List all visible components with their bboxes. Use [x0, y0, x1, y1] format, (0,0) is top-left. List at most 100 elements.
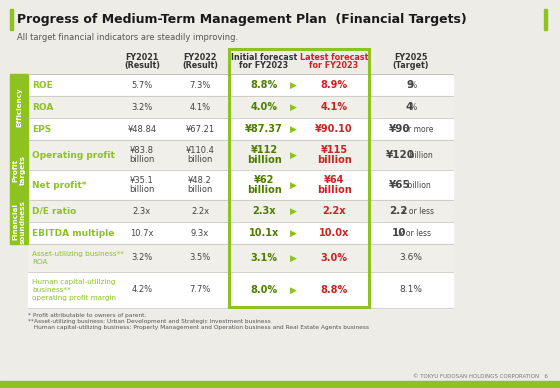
Text: Asset-utilizing business**: Asset-utilizing business**: [32, 251, 124, 257]
Text: D/E ratio: D/E ratio: [32, 206, 76, 215]
Text: ¥110.4: ¥110.4: [185, 146, 214, 155]
Bar: [0, 381, 560, 388]
Text: ¥64: ¥64: [324, 175, 344, 185]
Text: %: %: [409, 80, 417, 90]
Text: 10.7x: 10.7x: [130, 229, 154, 237]
Text: billion: billion: [316, 185, 351, 195]
Text: ¥67.21: ¥67.21: [185, 125, 214, 133]
Text: 10.1x: 10.1x: [249, 228, 279, 238]
Text: billion: billion: [187, 155, 213, 164]
Text: business**: business**: [32, 287, 71, 293]
Text: 7.3%: 7.3%: [189, 80, 211, 90]
Bar: [28, 48, 453, 74]
Text: * Profit attributable to owners of parent.: * Profit attributable to owners of paren…: [28, 313, 146, 318]
Text: 3.5%: 3.5%: [189, 253, 211, 263]
Text: FY2022: FY2022: [183, 53, 217, 62]
Text: billion: billion: [246, 185, 281, 195]
Text: 3.2%: 3.2%: [132, 102, 153, 111]
Text: ▶: ▶: [290, 253, 296, 263]
Text: billion: billion: [187, 185, 213, 194]
Text: ▶: ▶: [290, 206, 296, 215]
Text: 2.2x: 2.2x: [191, 206, 209, 215]
Text: 4.0%: 4.0%: [250, 102, 278, 112]
Text: billion: billion: [405, 180, 431, 189]
Text: 3.0%: 3.0%: [320, 253, 348, 263]
Bar: [28, 170, 453, 200]
Text: (Result): (Result): [182, 61, 218, 70]
Text: 8.9%: 8.9%: [320, 80, 348, 90]
Text: 8.1%: 8.1%: [399, 286, 422, 294]
Bar: [10, 200, 28, 244]
Text: 8.8%: 8.8%: [320, 285, 348, 295]
Text: (Result): (Result): [124, 61, 160, 70]
Text: ¥62: ¥62: [254, 175, 274, 185]
Text: ¥87.37: ¥87.37: [245, 124, 283, 134]
Bar: [28, 272, 453, 308]
Text: billion: billion: [316, 155, 351, 165]
Text: ¥112: ¥112: [250, 145, 278, 155]
Text: ¥48.84: ¥48.84: [128, 125, 157, 133]
Text: FY2021: FY2021: [125, 53, 158, 62]
Text: 9.3x: 9.3x: [191, 229, 209, 237]
Text: ¥35.1: ¥35.1: [130, 176, 154, 185]
Text: 3.6%: 3.6%: [399, 253, 422, 263]
Bar: [10, 74, 28, 140]
Bar: [229, 49, 369, 307]
Bar: [28, 222, 453, 244]
Text: Initial forecast: Initial forecast: [231, 53, 297, 62]
Bar: [10, 9, 13, 30]
Bar: [28, 96, 453, 118]
Text: ▶: ▶: [290, 102, 296, 111]
Text: ¥65: ¥65: [389, 180, 411, 190]
Text: © TOKYU FUDOSAN HOLDINGS CORPORATION   6: © TOKYU FUDOSAN HOLDINGS CORPORATION 6: [413, 374, 548, 379]
Bar: [28, 118, 453, 140]
Text: 4: 4: [406, 102, 413, 112]
Text: 2.2: 2.2: [389, 206, 408, 216]
Text: billion: billion: [407, 151, 432, 159]
Text: x or less: x or less: [399, 229, 431, 237]
Bar: [28, 200, 453, 222]
Bar: [28, 244, 453, 272]
Text: operating profit margin: operating profit margin: [32, 294, 116, 301]
Text: Human capital-utilizing business: Property Management and Operation business and: Human capital-utilizing business: Proper…: [28, 325, 369, 330]
Text: ¥120: ¥120: [385, 150, 414, 160]
Text: for FY2023: for FY2023: [240, 61, 288, 70]
Text: or more: or more: [402, 125, 433, 133]
Text: Net profit*: Net profit*: [32, 180, 86, 189]
Text: 5.7%: 5.7%: [132, 80, 153, 90]
Text: Progress of Medium-Term Management Plan  (Financial Targets): Progress of Medium-Term Management Plan …: [17, 14, 466, 26]
Text: Operating profit: Operating profit: [32, 151, 115, 159]
Text: 2.3x: 2.3x: [252, 206, 276, 216]
Text: ▶: ▶: [290, 286, 296, 294]
Text: 3.2%: 3.2%: [132, 253, 153, 263]
Text: 2.3x: 2.3x: [133, 206, 151, 215]
Text: 4.2%: 4.2%: [132, 286, 152, 294]
Text: Profit
targets: Profit targets: [12, 155, 26, 185]
Bar: [10, 140, 28, 200]
Text: ¥115: ¥115: [320, 145, 348, 155]
Text: 2.2x: 2.2x: [322, 206, 346, 216]
Text: x or less: x or less: [402, 206, 433, 215]
Text: %: %: [409, 102, 417, 111]
Text: ¥83.8: ¥83.8: [130, 146, 154, 155]
Text: 3.1%: 3.1%: [250, 253, 278, 263]
Text: EBITDA multiple: EBITDA multiple: [32, 229, 114, 237]
Text: Financial
soundness: Financial soundness: [12, 200, 26, 244]
Text: ¥90.10: ¥90.10: [315, 124, 353, 134]
Text: Efficiency: Efficiency: [16, 87, 22, 127]
Text: billion: billion: [129, 155, 155, 164]
Text: EPS: EPS: [32, 125, 52, 133]
Text: Latest forecast: Latest forecast: [300, 53, 368, 62]
Text: billion: billion: [246, 155, 281, 165]
Text: All target financial indicators are steadily improving.: All target financial indicators are stea…: [17, 33, 238, 42]
Bar: [544, 9, 547, 30]
Text: ▶: ▶: [290, 229, 296, 237]
Text: ▶: ▶: [290, 125, 296, 133]
Text: 4.1%: 4.1%: [189, 102, 211, 111]
Text: ROE: ROE: [32, 80, 53, 90]
Text: ¥90: ¥90: [389, 124, 411, 134]
Text: (Target): (Target): [393, 61, 430, 70]
Bar: [28, 74, 453, 96]
Text: 7.7%: 7.7%: [189, 286, 211, 294]
Text: ¥48.2: ¥48.2: [188, 176, 212, 185]
